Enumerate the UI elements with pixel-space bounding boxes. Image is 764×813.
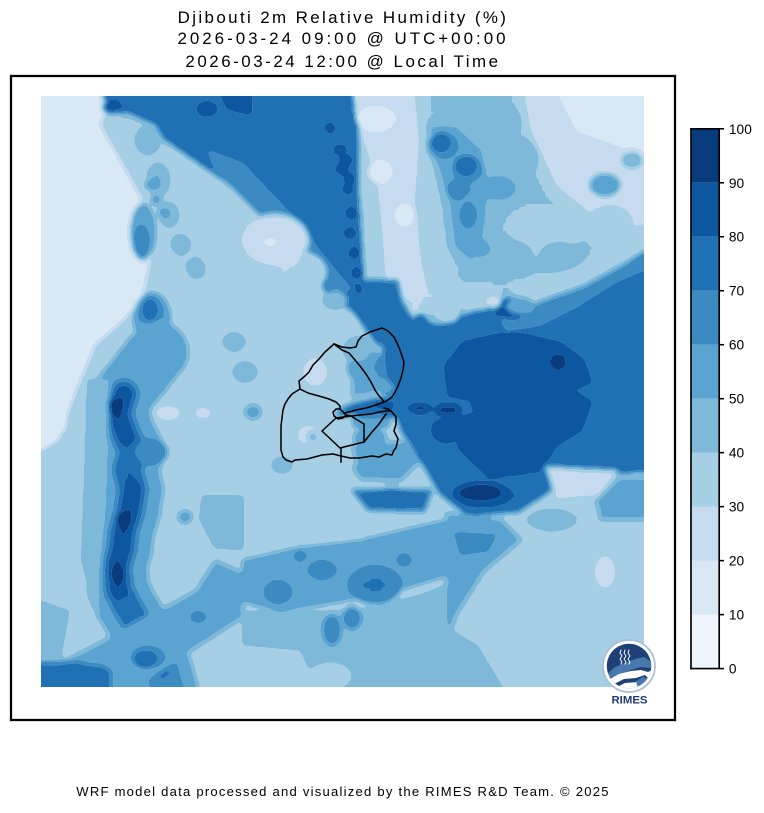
svg-text:30: 30 bbox=[729, 500, 745, 515]
svg-text:40: 40 bbox=[729, 446, 745, 461]
svg-text:100: 100 bbox=[729, 122, 752, 137]
svg-text:20: 20 bbox=[729, 554, 745, 569]
svg-text:90: 90 bbox=[729, 176, 745, 191]
svg-text:0: 0 bbox=[729, 662, 737, 677]
svg-text:WRF model data processed and v: WRF model data processed and visualized … bbox=[76, 784, 609, 799]
svg-text:Djibouti 2m Relative Humidity: Djibouti 2m Relative Humidity (%) bbox=[178, 8, 509, 27]
svg-text:50: 50 bbox=[729, 392, 745, 407]
svg-text:2026-03-24 09:00 @ UTC+00:00: 2026-03-24 09:00 @ UTC+00:00 bbox=[177, 29, 508, 48]
svg-text:70: 70 bbox=[729, 284, 745, 299]
svg-text:60: 60 bbox=[729, 338, 745, 353]
svg-text:2026-03-24 12:00 @ Local Time: 2026-03-24 12:00 @ Local Time bbox=[185, 52, 500, 71]
svg-text:RIMES: RIMES bbox=[611, 694, 647, 706]
svg-text:80: 80 bbox=[729, 230, 745, 245]
svg-text:10: 10 bbox=[729, 608, 745, 623]
